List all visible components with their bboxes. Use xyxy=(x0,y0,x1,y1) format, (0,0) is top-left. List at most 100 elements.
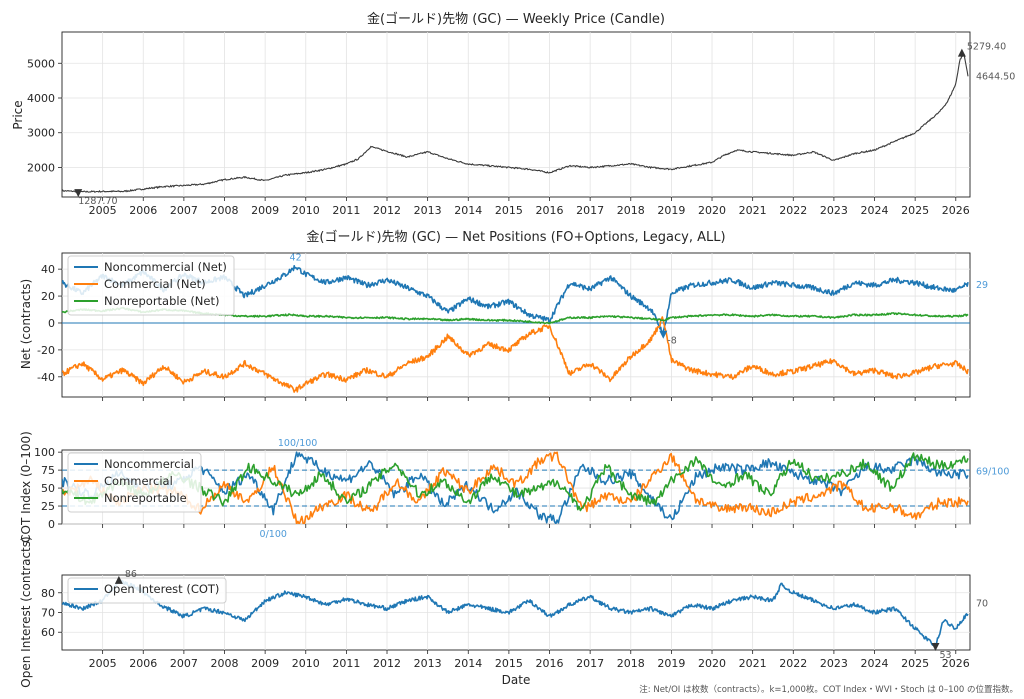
x-tick-label: 2007 xyxy=(170,657,198,670)
legend-box xyxy=(67,255,235,316)
y-tick-label: 0 xyxy=(48,518,55,531)
x-tick-label: 2011 xyxy=(332,204,360,217)
legend-label: Nonreportable xyxy=(104,491,187,505)
min-marker xyxy=(659,330,668,339)
y-tick-label: 40 xyxy=(41,263,55,276)
y-tick-label: 3000 xyxy=(27,127,55,140)
x-tick-label: 2010 xyxy=(292,204,320,217)
x-tick-label: 2018 xyxy=(617,204,645,217)
legend-box xyxy=(67,577,227,604)
legend-label: Noncommercial xyxy=(104,457,194,471)
x-tick-label: 2022 xyxy=(779,204,807,217)
y-tick-label: 2000 xyxy=(27,161,55,174)
legend: Noncommercial Commercial Nonreportable xyxy=(67,452,202,513)
series-group xyxy=(62,579,969,648)
annotation-label: 0/100 xyxy=(260,529,287,540)
y-tick-label: 0 xyxy=(48,317,55,330)
x-tick-label: 2023 xyxy=(820,204,848,217)
x-tick-label: 2020 xyxy=(698,657,726,670)
x-tick-label: 2015 xyxy=(495,657,523,670)
x-tick-label: 2024 xyxy=(861,657,889,670)
y-tick-label: 70 xyxy=(41,607,55,620)
series-line-nonreportable xyxy=(62,452,969,512)
oi-ylabel: Open Interest (contracts) xyxy=(19,536,33,687)
price-ylabel: Price xyxy=(11,100,25,129)
annotation-label: 42 xyxy=(290,252,302,263)
y-tick-label: 20 xyxy=(41,290,55,303)
x-tick-label: 2014 xyxy=(454,657,482,670)
series-group xyxy=(62,53,969,193)
x-tick-label: 2018 xyxy=(617,657,645,670)
x-tick-label: 2021 xyxy=(739,657,767,670)
x-tick-label: 2026 xyxy=(942,204,970,217)
legend-label: Commercial xyxy=(104,474,173,488)
x-tick-label: 2006 xyxy=(129,204,157,217)
x-tick-label: 2013 xyxy=(414,204,442,217)
x-tick-label: 2015 xyxy=(495,204,523,217)
x-tick-label: 2022 xyxy=(779,657,807,670)
grid xyxy=(62,32,970,197)
x-tick-label: 2011 xyxy=(332,657,360,670)
y-tick-label: -40 xyxy=(37,371,55,384)
max-marker xyxy=(957,48,966,57)
max-marker xyxy=(114,575,123,584)
x-tick-label: 2009 xyxy=(251,204,279,217)
legend-label: Open Interest (COT) xyxy=(104,582,219,596)
y-tick-label: 5000 xyxy=(27,57,55,70)
open-interest-panel: Open Interest (contracts) Date 60 70 80 200… xyxy=(19,536,988,687)
annotation-label: 4644.50 xyxy=(976,72,1015,83)
annotation-label: 53 xyxy=(939,650,951,661)
x-tick-label: 2023 xyxy=(820,657,848,670)
y-tick-label: 4000 xyxy=(27,92,55,105)
net-positions-panel: 金(ゴールド)先物 (GC) — Net Positions (FO+Optio… xyxy=(19,229,988,401)
x-tick-label: 2006 xyxy=(129,657,157,670)
x-tick-label: 2019 xyxy=(657,657,685,670)
x-tick-label: 2025 xyxy=(901,204,929,217)
min-marker xyxy=(74,189,83,198)
x-tick-label: 2012 xyxy=(373,657,401,670)
x-tick-label: 2013 xyxy=(414,657,442,670)
legend: Noncommercial (Net) Commercial (Net) Nonre… xyxy=(67,255,235,316)
net-title: 金(ゴールド)先物 (GC) — Net Positions (FO+Optio… xyxy=(306,229,725,245)
cot-ylabel: COT Index (0–100) xyxy=(19,431,33,543)
plot-frame xyxy=(61,31,971,198)
legend-label: Noncommercial (Net) xyxy=(104,260,227,274)
x-tick-label: 2020 xyxy=(698,204,726,217)
x-tick-label: 2017 xyxy=(576,657,604,670)
annotation-label: 5279.40 xyxy=(967,42,1006,53)
annotation-label: 100/100 xyxy=(278,438,317,449)
x-tick-label: 2007 xyxy=(170,204,198,217)
x-tick-label: 2021 xyxy=(739,204,767,217)
legend-label: Nonreportable (Net) xyxy=(104,294,219,308)
x-tick-label: 2026 xyxy=(942,657,970,670)
plot-frame xyxy=(61,449,971,525)
footnote: 注: Net/OI は枚数（contracts）。k=1,000枚。COT In… xyxy=(639,684,1018,695)
x-tick-label: 2010 xyxy=(292,657,320,670)
annotation-label: 69/100 xyxy=(976,466,1009,477)
x-tick-label: 2017 xyxy=(576,204,604,217)
series-line-commercial-net- xyxy=(62,316,969,393)
cot-index-panel: COT Index (0–100) 0 25 50 75 100 Noncommercia… xyxy=(19,431,1009,543)
x-axis-label: Date xyxy=(502,673,531,687)
legend-box xyxy=(67,452,202,513)
price-title: 金(ゴールド)先物 (GC) — Weekly Price (Candle) xyxy=(367,11,665,27)
y-tick-label: -20 xyxy=(37,344,55,357)
y-tick-label: 50 xyxy=(41,482,55,495)
x-tick-label: 2016 xyxy=(536,657,564,670)
legend-label: Commercial (Net) xyxy=(104,277,206,291)
annotation-label: 86 xyxy=(125,569,137,580)
y-tick-label: 25 xyxy=(41,500,55,513)
x-tick-label: 2005 xyxy=(89,657,117,670)
x-tick-label: 2012 xyxy=(373,204,401,217)
x-tick-label: 2024 xyxy=(861,204,889,217)
x-tick-label: 2008 xyxy=(211,204,239,217)
series-line-open-interest-cot- xyxy=(62,579,969,648)
x-tick-label: 2008 xyxy=(211,657,239,670)
legend: Open Interest (COT) xyxy=(67,577,227,604)
x-tick-label: 2005 xyxy=(89,204,117,217)
y-tick-label: 80 xyxy=(41,587,55,600)
annotation-label: 70 xyxy=(976,599,988,610)
price-panel: 金(ゴールド)先物 (GC) — Weekly Price (Candle) P… xyxy=(11,11,1015,217)
net-ylabel: Net (contracts) xyxy=(19,279,33,369)
